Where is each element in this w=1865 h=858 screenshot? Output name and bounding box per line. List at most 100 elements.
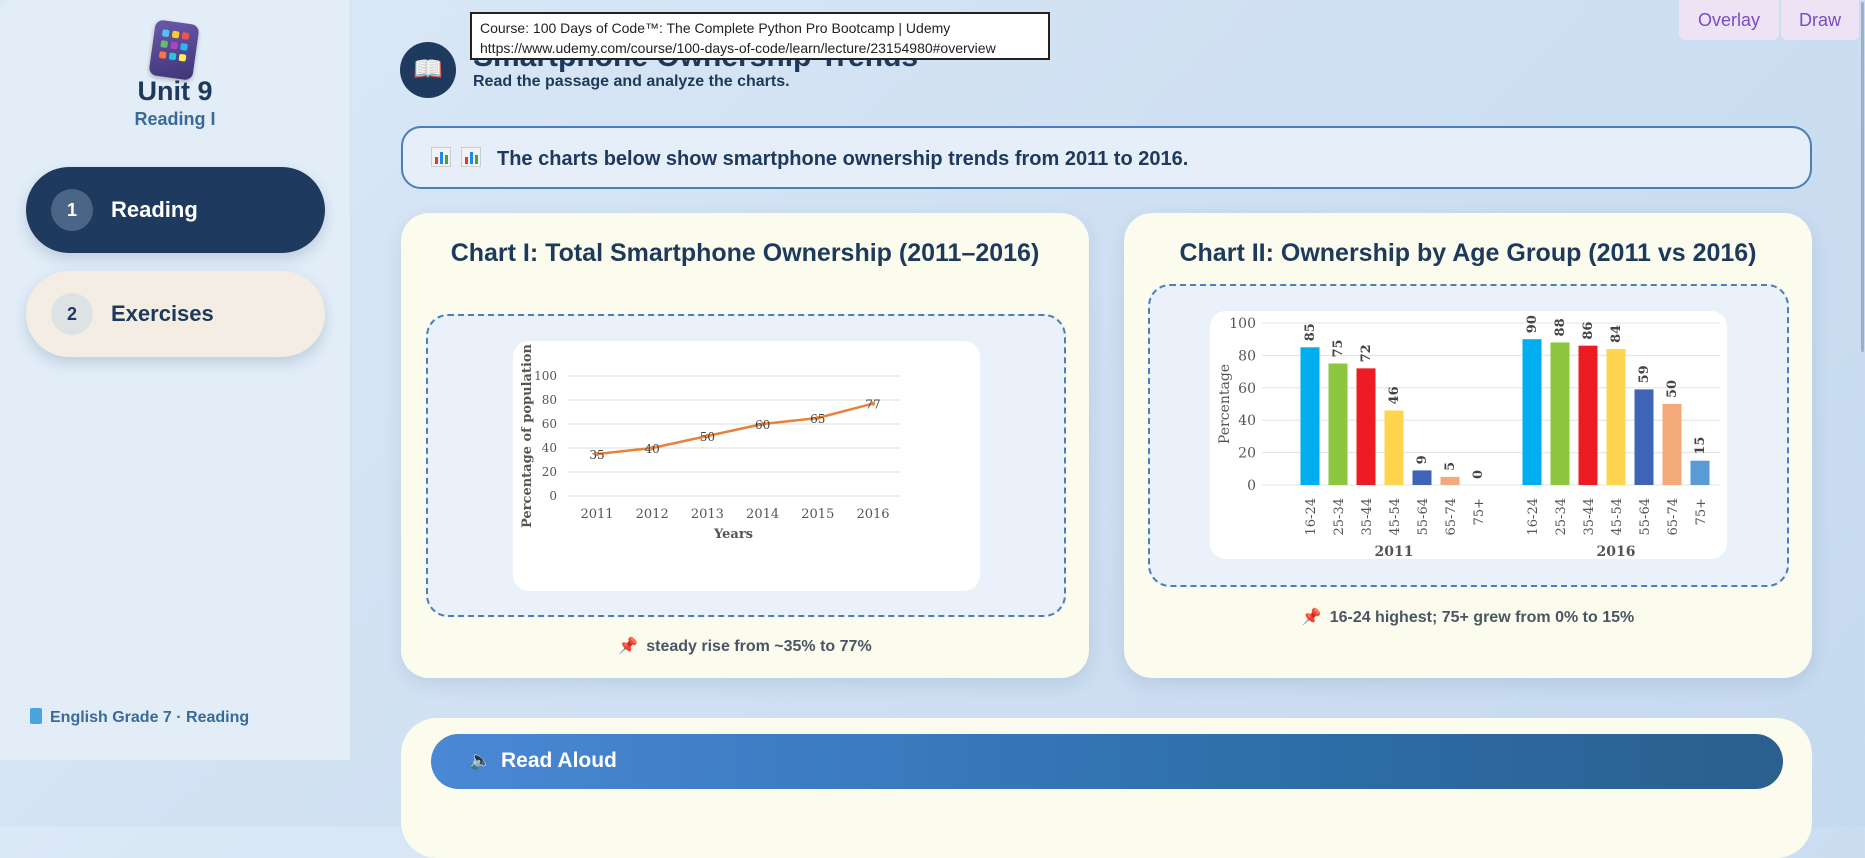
x-tick-label: 2012 (636, 507, 669, 522)
x-tick-label: 55-64 (1638, 498, 1653, 535)
bar (1328, 363, 1348, 485)
tooltip-title: Course: 100 Days of Code™: The Complete … (480, 20, 951, 36)
bar (1606, 348, 1626, 485)
bar-chart-icon (461, 147, 481, 167)
data-label: 46 (1387, 386, 1402, 404)
x-tick-label: 35-44 (1582, 498, 1597, 535)
data-label: 72 (1359, 344, 1374, 362)
x-tick-label: 16-24 (1526, 498, 1541, 535)
bar (1522, 339, 1542, 485)
bar (1634, 389, 1654, 485)
y-tick-label: 40 (1238, 413, 1256, 429)
bar (1356, 368, 1376, 485)
data-label: 5 (1443, 462, 1458, 471)
x-tick-label: 25-34 (1332, 498, 1347, 535)
data-label: 40 (645, 442, 660, 456)
y-tick-label: 100 (1229, 316, 1256, 332)
chart-2-card: Chart II: Ownership by Age Group (2011 v… (1124, 213, 1812, 678)
x-tick-label: 2015 (801, 507, 834, 522)
sidebar-item-reading[interactable]: 1 Reading (26, 167, 325, 253)
read-aloud-label: Read Aloud (501, 749, 617, 772)
y-tick-label: 0 (1247, 478, 1256, 494)
data-point (760, 422, 765, 426)
data-label: 50 (700, 430, 715, 444)
footer-course-tag: English Grade 7 · Reading (30, 708, 249, 727)
x-tick-label: 16-24 (1304, 498, 1319, 535)
data-point (650, 446, 655, 450)
chart-1-note: 📌 steady rise from ~35% to 77% (401, 636, 1089, 656)
data-point (595, 452, 599, 456)
chart-1-frame: 0 20 40 60 80 100 2011 2012 2013 2014 2015 2016 Year… (426, 314, 1066, 617)
book-icon (30, 708, 42, 724)
draw-button[interactable]: Draw (1781, 0, 1859, 40)
y-tick-label: 20 (1238, 446, 1256, 462)
app-grid-icon (148, 19, 200, 81)
sidebar: Unit 9 Reading I 1 Reading 2 Exercises E… (0, 0, 351, 760)
overlay-button[interactable]: Overlay (1679, 0, 1779, 40)
bar (1412, 470, 1432, 485)
y-tick-label: 60 (542, 417, 557, 431)
y-axis-label: Percentage of population (520, 343, 535, 528)
data-point (705, 434, 710, 438)
footer-label: English Grade 7 · Reading (50, 709, 250, 726)
grouped-bar-chart: 0 20 40 60 80 100 Percentage 85 16-24 75 25-34 72 35… (1217, 315, 1720, 560)
scrollbar-thumb[interactable] (1861, 2, 1864, 352)
data-label: 86 (1581, 322, 1596, 340)
step-number-badge: 2 (51, 293, 93, 335)
sidebar-item-label: Exercises (111, 301, 214, 326)
y-tick-label: 80 (1238, 348, 1256, 364)
data-label: 9 (1415, 455, 1430, 464)
chart-1-area: 0 20 40 60 80 100 2011 2012 2013 2014 2015 2016 Year… (513, 341, 980, 591)
sidebar-item-exercises[interactable]: 2 Exercises (26, 271, 325, 357)
bar (1690, 460, 1710, 485)
data-label: 0 (1471, 470, 1486, 479)
data-label: 77 (865, 398, 880, 412)
unit-title: Unit 9 (137, 76, 213, 106)
data-label: 65 (810, 412, 825, 426)
data-point (815, 416, 820, 420)
series-line (596, 402, 874, 456)
y-axis-label: Percentage (1217, 364, 1233, 444)
group-label: 2016 (1597, 544, 1636, 559)
chart-2-area: 0 20 40 60 80 100 Percentage 85 16-24 75 25-34 72 35… (1210, 311, 1727, 560)
intro-text: The charts below show smartphone ownersh… (497, 148, 1189, 170)
bar (1440, 476, 1460, 485)
x-tick-label: 65-74 (1666, 498, 1681, 535)
x-tick-label: 75+ (1694, 498, 1709, 525)
read-aloud-button[interactable]: 🔈 Read Aloud (431, 734, 1783, 789)
x-tick-label: 45-54 (1388, 498, 1403, 535)
scrollbar[interactable] (1860, 0, 1865, 827)
link-tooltip: Course: 100 Days of Code™: The Complete … (470, 12, 1050, 60)
y-tick-label: 20 (542, 465, 557, 479)
data-label: 88 (1553, 318, 1568, 336)
data-label: 35 (589, 448, 604, 462)
chart-1-title: Chart I: Total Smartphone Ownership (201… (450, 239, 1040, 267)
pushpin-icon: 📌 (1301, 609, 1322, 626)
group-label: 2011 (1375, 544, 1414, 559)
bar-chart-icon (431, 147, 451, 167)
x-tick-label: 75+ (1472, 498, 1487, 525)
bar (1578, 345, 1598, 485)
x-tick-label: 2013 (691, 507, 724, 522)
bar (1550, 342, 1570, 485)
tooltip-url: https://www.udemy.com/course/100-days-of… (480, 40, 996, 56)
unit-subtitle: Reading I (134, 109, 216, 129)
bar (1300, 347, 1320, 485)
x-tick-label: 25-34 (1554, 498, 1569, 535)
line-chart: 0 20 40 60 80 100 2011 2012 2013 2014 2015 2016 Year… (520, 343, 900, 542)
x-tick-label: 2016 (856, 507, 889, 522)
data-label: 50 (1665, 380, 1680, 398)
chart-2-title: Chart II: Ownership by Age Group (2011 v… (1179, 239, 1757, 267)
bar (1662, 404, 1682, 485)
data-point (871, 401, 875, 406)
bar (1384, 410, 1404, 485)
speaker-icon: 🔈 (469, 750, 492, 770)
intro-banner: The charts below show smartphone ownersh… (401, 126, 1812, 189)
x-tick-label: 2011 (580, 507, 613, 522)
y-tick-label: 100 (534, 369, 557, 383)
chart-2-note-text: 16-24 highest; 75+ grew from 0% to 15% (1329, 609, 1635, 626)
x-tick-label: 35-44 (1360, 498, 1375, 535)
x-tick-label: 45-54 (1610, 498, 1625, 535)
data-label: 84 (1609, 325, 1624, 343)
sidebar-item-label: Reading (111, 197, 198, 222)
